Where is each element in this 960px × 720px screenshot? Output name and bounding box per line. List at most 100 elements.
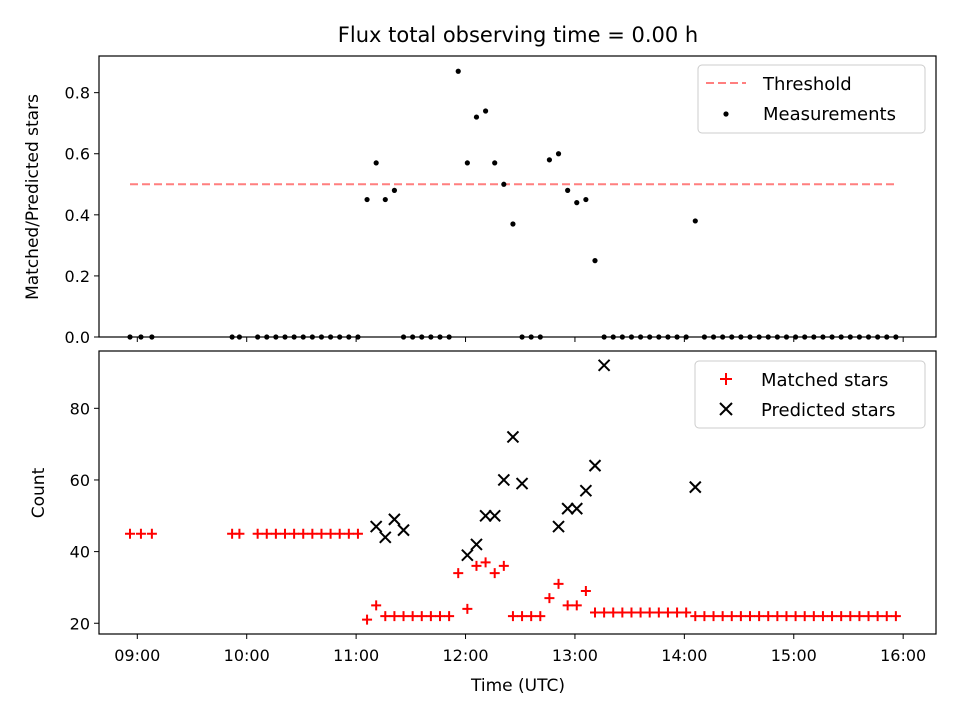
matched-star-point bbox=[489, 568, 500, 579]
matched-star-point bbox=[307, 528, 318, 539]
matched-star-point bbox=[808, 611, 819, 622]
matched-star-point bbox=[416, 611, 427, 622]
bottom-x-tick-label: 13:00 bbox=[552, 646, 598, 665]
predicted-star-point bbox=[561, 502, 574, 515]
bottom-y-tick-label: 60 bbox=[70, 471, 90, 490]
measurement-point bbox=[692, 218, 698, 224]
matched-star-point bbox=[352, 528, 363, 539]
measurement-point bbox=[382, 196, 388, 203]
measurement-point bbox=[473, 114, 480, 120]
predicted-star-point bbox=[588, 459, 602, 472]
matched-star-point bbox=[535, 611, 546, 622]
legend-predicted-swatch bbox=[719, 402, 733, 416]
matched-star-point bbox=[362, 614, 373, 625]
matched-star-point bbox=[444, 611, 455, 622]
matched-star-point bbox=[425, 611, 436, 622]
matched-star-point bbox=[617, 607, 628, 618]
bottom-plot: 20 40 60 80 09:00 10:00 11:00 12:00 13:00 14:00 1… bbox=[29, 350, 937, 696]
predicted-star-point bbox=[369, 520, 383, 533]
matched-star-point bbox=[507, 611, 518, 622]
top-y-tick-label: 0.0 bbox=[65, 328, 90, 347]
matched-star-point bbox=[763, 611, 774, 622]
matched-star-point bbox=[790, 611, 801, 622]
predicted-star-point bbox=[570, 502, 583, 515]
measurement-point bbox=[546, 157, 553, 163]
top-plot: 0.00.20.40.60.8 Matched/Predicted stars … bbox=[23, 55, 937, 347]
bottom-y-tick-label: 80 bbox=[70, 399, 90, 418]
bottom-plot-x-axis: 09:00 10:00 11:00 12:00 13:00 14:00 15:00 16:00 bbox=[114, 634, 926, 665]
matched-star-point bbox=[252, 528, 263, 539]
matched-star-point bbox=[544, 593, 555, 604]
matched-star-point bbox=[735, 611, 746, 622]
matched-star-point bbox=[471, 560, 482, 571]
matched-star-point bbox=[261, 528, 272, 539]
matched-star-point bbox=[389, 611, 400, 622]
bottom-plot-legend-box bbox=[694, 360, 926, 429]
bottom-x-tick-label: 10:00 bbox=[224, 646, 270, 665]
measurement-point bbox=[510, 221, 516, 227]
matched-star-point bbox=[717, 611, 728, 622]
matched-star-point bbox=[644, 607, 655, 618]
top-plot-frame bbox=[98, 55, 937, 338]
matched-star-point bbox=[799, 611, 810, 622]
top-plot-y-label: Matched/Predicted stars bbox=[23, 94, 43, 300]
top-y-tick-label: 0.2 bbox=[65, 267, 90, 286]
matched-star-point bbox=[681, 607, 692, 618]
legend-matched-label: Matched stars bbox=[761, 370, 888, 391]
bottom-x-tick-label: 16:00 bbox=[880, 646, 926, 665]
predicted-star-point bbox=[552, 520, 565, 533]
matched-star-point bbox=[699, 611, 710, 622]
matched-star-point bbox=[526, 611, 537, 622]
matched-star-point bbox=[863, 611, 874, 622]
matched-star-point bbox=[234, 528, 245, 539]
measurement-point bbox=[391, 187, 398, 193]
matched-star-point bbox=[836, 611, 847, 622]
measurement-point bbox=[373, 160, 379, 166]
measurement-point bbox=[482, 108, 489, 114]
matched-star-point bbox=[571, 600, 582, 611]
matched-star-point bbox=[316, 528, 327, 539]
matched-star-point bbox=[635, 607, 646, 618]
legend-measurements-swatch bbox=[723, 111, 729, 117]
matched-star-point bbox=[371, 600, 382, 611]
predicted-star-point bbox=[388, 513, 401, 526]
matched-star-point bbox=[708, 611, 719, 622]
matched-star-point bbox=[380, 611, 391, 622]
measurement-point bbox=[501, 181, 507, 187]
figure-title: Flux total observing time = 0.00 h bbox=[338, 23, 698, 47]
predicted-star-point bbox=[497, 473, 511, 487]
matched-star-point bbox=[590, 607, 600, 618]
matched-star-point bbox=[135, 528, 146, 539]
top-plot-legend: Threshold Measurements bbox=[697, 64, 926, 134]
matched-star-point bbox=[462, 603, 473, 614]
matched-star-point bbox=[480, 557, 491, 568]
bottom-plot-legend: Matched stars Predicted stars bbox=[694, 360, 926, 429]
matched-star-point bbox=[562, 600, 573, 611]
matched-star-point bbox=[580, 586, 591, 597]
matched-star-point bbox=[325, 528, 336, 539]
matched-star-point bbox=[298, 528, 309, 539]
predicted-star-point bbox=[689, 480, 702, 494]
matched-star-point bbox=[280, 528, 290, 539]
matched-star-point bbox=[662, 607, 673, 618]
matched-star-point bbox=[690, 611, 701, 622]
matched-star-point bbox=[289, 528, 300, 539]
bottom-x-tick-label: 12:00 bbox=[442, 646, 488, 665]
matched-star-point bbox=[608, 607, 619, 618]
matched-star-point bbox=[726, 611, 737, 622]
measurement-point bbox=[464, 160, 470, 166]
matched-star-point bbox=[599, 607, 610, 618]
predicted-star-point bbox=[479, 509, 492, 522]
top-y-tick-label: 0.6 bbox=[65, 145, 90, 164]
measurement-point bbox=[455, 68, 461, 74]
matched-star-point bbox=[845, 611, 856, 622]
matched-star-point bbox=[517, 611, 528, 622]
matched-star-point bbox=[334, 528, 345, 539]
bottom-plot-y-axis: 20 40 60 80 bbox=[70, 399, 99, 633]
predicted-star-point bbox=[515, 477, 529, 490]
matched-star-point bbox=[146, 528, 157, 539]
bottom-plot-marks bbox=[125, 359, 901, 625]
measurement-point bbox=[364, 196, 370, 203]
legend-predicted-label: Predicted stars bbox=[761, 400, 895, 421]
matched-star-point bbox=[772, 611, 783, 622]
